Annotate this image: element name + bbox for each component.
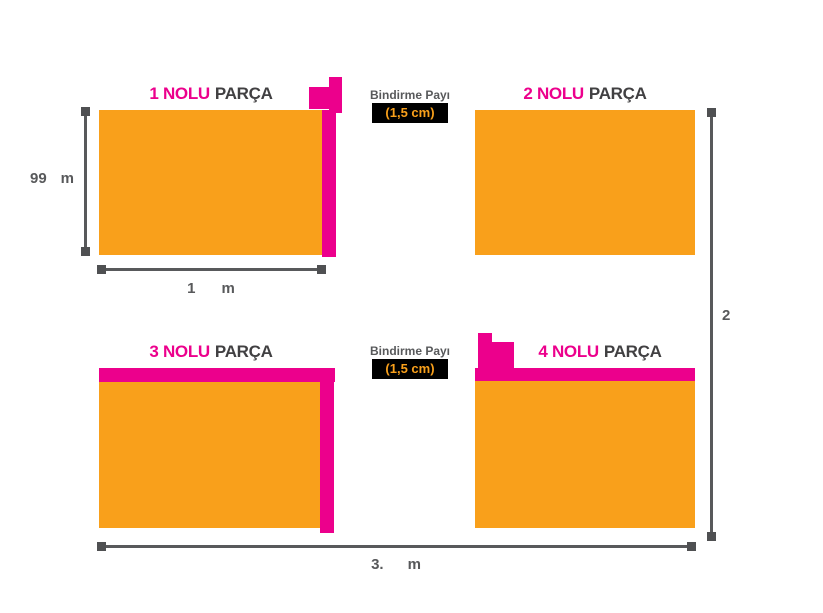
overlap-note-bottom-value: (1,5 cm) — [372, 359, 448, 379]
dimension-bottom-prefix: 3. — [371, 556, 384, 573]
dimension-bottom-suffix: m — [407, 556, 421, 573]
dimension-left-value: 99 m — [24, 170, 80, 187]
piece-3-overlap-strip-right — [320, 368, 334, 533]
piece-4-overlap-strip-top — [475, 368, 695, 381]
piece-3-panel — [99, 382, 320, 528]
dimension-left-suffix: m — [60, 170, 75, 187]
overlap-flag-bottom-bar — [478, 333, 492, 369]
dimension-width-cap-right — [317, 265, 326, 274]
piece-2-panel — [475, 110, 695, 255]
dimension-left-line — [84, 112, 87, 252]
dimension-bottom-line — [102, 545, 692, 548]
dimension-right-line — [710, 112, 713, 536]
piece-4-label: 4 NOLU PARÇA — [505, 342, 695, 362]
dimension-right-cap-top — [707, 108, 716, 117]
dimension-width-prefix: 1 — [187, 280, 196, 297]
overlap-note-bottom-title: Bindirme Payı — [369, 344, 451, 358]
dimension-left-cap-bottom — [81, 247, 90, 256]
dimension-right-value: 2 — [722, 307, 782, 324]
overlap-flag-bottom-square — [492, 342, 514, 369]
piece-1-overlap-strip-right — [322, 110, 336, 257]
piece-3-number: 3 NOLU — [149, 342, 210, 361]
piece-1-label: 1 NOLU PARÇA — [97, 84, 325, 104]
piece-2-number: 2 NOLU — [523, 84, 584, 103]
dimension-width-line — [102, 268, 322, 271]
piece-4-word: PARÇA — [603, 342, 662, 361]
piece-2-word: PARÇA — [588, 84, 647, 103]
dimension-left-prefix: 99 — [29, 170, 47, 187]
piece-3-label: 3 NOLU PARÇA — [97, 342, 325, 362]
piece-3-word: PARÇA — [214, 342, 273, 361]
piece-2-label: 2 NOLU PARÇA — [473, 84, 697, 104]
dimension-bottom-cap-right — [687, 542, 696, 551]
dimension-bottom-value: 3. m — [336, 556, 456, 573]
overlap-note-top-title: Bindirme Payı — [369, 88, 451, 102]
dimension-width-suffix: m — [221, 280, 235, 297]
overlap-flag-top-bar — [329, 77, 342, 113]
piece-4-number: 4 NOLU — [538, 342, 599, 361]
dimension-left-cap-top — [81, 107, 90, 116]
dimension-right-prefix: 2 — [722, 307, 731, 324]
dimension-bottom-cap-left — [97, 542, 106, 551]
dimension-width-cap-left — [97, 265, 106, 274]
overlap-flag-top-square — [309, 87, 329, 109]
overlap-note-top-value: (1,5 cm) — [372, 103, 448, 123]
piece-1-word: PARÇA — [214, 84, 273, 103]
dimension-right-cap-bottom — [707, 532, 716, 541]
piece-1-panel — [99, 110, 322, 255]
piece-3-overlap-strip-top — [99, 368, 335, 382]
piece-1-number: 1 NOLU — [149, 84, 210, 103]
piece-4-panel — [475, 381, 695, 528]
